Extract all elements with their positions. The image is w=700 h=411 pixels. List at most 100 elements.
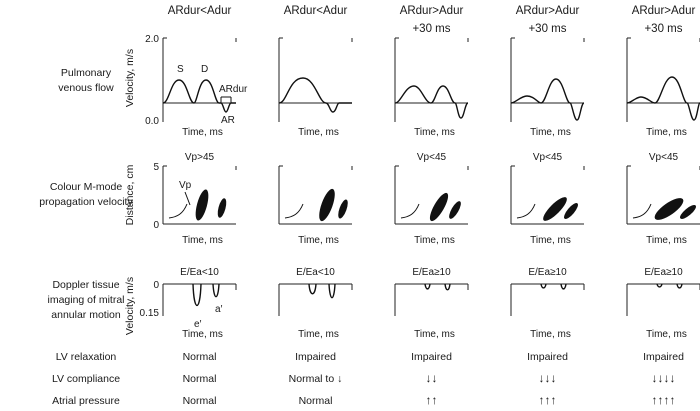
ar-wave-label: AR: [221, 115, 235, 126]
atrial-pressure-value: Normal: [183, 395, 217, 407]
mmode-early-wave: [429, 192, 449, 222]
mmode-xlabel: Time, ms: [298, 235, 339, 246]
s-wave-label: S: [177, 64, 184, 75]
ylabel-pulmonary: Velocity, m/s: [124, 49, 136, 107]
vp-threshold-label: Vp<45: [417, 152, 447, 163]
mmode-late-wave: [338, 199, 348, 219]
lv-relaxation-value: Impaired: [411, 351, 452, 363]
lv-compliance-value: Normal to ↓: [289, 373, 343, 385]
lv-compliance-value: ↓↓: [426, 371, 438, 385]
tick-dti-bottom: 0.15: [140, 308, 160, 319]
dti-e-prime-wave: [656, 283, 663, 288]
pulmonary-xlabel: Time, ms: [298, 127, 339, 138]
atrial-pressure-value: ↑↑↑↑: [652, 393, 676, 407]
annotations: S D ARdur AR Vp e′ a′: [177, 64, 248, 330]
diagram-columns: ARdur<Adur Time, ms Vp>45 Time, ms E/Ea<10 Ti…: [162, 5, 700, 407]
mmode-late-wave: [449, 201, 461, 219]
column-header-sub: +30 ms: [412, 23, 450, 35]
mmode-early-wave: [195, 189, 209, 221]
row-label-lv-compliance: LV compliance: [52, 373, 120, 385]
mmode-propagation-line: [516, 203, 536, 219]
row-labels: Pulmonary venous flow Colour M-mode prop…: [39, 67, 133, 407]
pulmonary-xlabel: Time, ms: [182, 127, 223, 138]
lv-compliance-value: Normal: [183, 373, 217, 385]
lv-relaxation-value: Normal: [183, 351, 217, 363]
vp-threshold-label: Vp<45: [649, 152, 679, 163]
pulmonary-flow-curve: [162, 79, 236, 113]
mmode-propagation-line: [284, 203, 304, 219]
pulmonary-xlabel: Time, ms: [530, 127, 571, 138]
row-label-mmode-line2: propagation velocity: [39, 196, 133, 208]
dti-xlabel: Time, ms: [646, 329, 687, 340]
row-label-dti-line2: imaging of mitral: [47, 294, 124, 306]
tick-mmode-top: 5: [153, 162, 159, 173]
e-ea-ratio-label: E/Ea≥10: [412, 267, 451, 278]
mmode-xlabel: Time, ms: [646, 235, 687, 246]
row-label-dti-line3: annular motion: [51, 309, 121, 321]
dti-e-prime-wave: [540, 283, 547, 289]
column-header: ARdur>Adur: [516, 5, 580, 17]
atrial-pressure-value: ↑↑↑: [539, 393, 557, 407]
y-axis-labels: Velocity, m/s Distance, cm Velocity, m/s…: [124, 34, 159, 335]
pulmonary-flow-curve: [278, 77, 352, 113]
vp-pointer: [184, 191, 191, 206]
atrial-pressure-value: Normal: [299, 395, 333, 407]
tick-pulmonary-bottom: 0.0: [145, 116, 159, 127]
d-wave-label: D: [201, 64, 208, 75]
lv-relaxation-value: Impaired: [295, 351, 336, 363]
mmode-propagation-line: [400, 203, 420, 219]
tick-dti-top: 0: [153, 280, 159, 291]
row-label-pulmonary-line1: Pulmonary: [61, 67, 112, 79]
mmode-propagation-line: [632, 203, 652, 219]
vp-threshold-label: Vp<45: [533, 152, 563, 163]
pulmonary-flow-curve: [394, 85, 469, 119]
ardur-label: ARdur: [219, 84, 248, 95]
dti-a-prime-wave: [212, 283, 220, 298]
dti-xlabel: Time, ms: [182, 329, 223, 340]
ylabel-dti: Velocity, m/s: [124, 277, 136, 335]
dti-xlabel: Time, ms: [530, 329, 571, 340]
e-prime-label: e′: [194, 319, 202, 330]
lv-compliance-value: ↓↓↓: [539, 371, 557, 385]
column-header-sub: +30 ms: [644, 23, 682, 35]
tick-pulmonary-top: 2.0: [145, 34, 159, 45]
mmode-early-wave: [319, 188, 335, 222]
lv-relaxation-value: Impaired: [643, 351, 684, 363]
vp-threshold-label: Vp>45: [185, 152, 215, 163]
lv-compliance-value: ↓↓↓↓: [652, 371, 676, 385]
column-header: ARdur>Adur: [632, 5, 696, 17]
atrial-pressure-value: ↑↑: [426, 393, 438, 407]
dti-e-prime-wave: [192, 283, 202, 307]
pulmonary-flow-curve: [626, 76, 700, 121]
mmode-xlabel: Time, ms: [414, 235, 455, 246]
pulmonary-xlabel: Time, ms: [414, 127, 455, 138]
e-ea-ratio-label: E/Ea<10: [180, 267, 219, 278]
dti-e-prime-wave: [424, 283, 431, 290]
e-ea-ratio-label: E/Ea<10: [296, 267, 335, 278]
dti-xlabel: Time, ms: [414, 329, 455, 340]
column-1: ARdur<Adur Time, ms Vp>45 Time, ms E/Ea<10 Ti…: [162, 5, 237, 407]
mmode-early-wave: [654, 198, 684, 220]
mmode-early-wave: [543, 197, 567, 221]
lv-relaxation-value: Impaired: [527, 351, 568, 363]
row-label-dti-line1: Doppler tissue: [52, 279, 119, 291]
row-label-pulmonary-line2: venous flow: [58, 82, 114, 94]
dti-e-prime-wave: [308, 283, 317, 295]
mmode-late-wave: [564, 203, 578, 219]
dti-a-prime-wave: [444, 283, 451, 291]
dti-xlabel: Time, ms: [298, 329, 339, 340]
column-header-sub: +30 ms: [528, 23, 566, 35]
column-header: ARdur>Adur: [400, 5, 464, 17]
vp-label: Vp: [179, 180, 192, 191]
mmode-late-wave: [680, 205, 696, 219]
e-ea-ratio-label: E/Ea≥10: [644, 267, 683, 278]
pulmonary-flow-curve: [510, 78, 585, 121]
column-5: ARdur>Adur +30 ms Time, ms Vp<45 Time, ms E/E…: [626, 5, 700, 407]
mmode-late-wave: [217, 198, 227, 218]
mmode-propagation-line: [168, 203, 188, 219]
dti-a-prime-wave: [328, 283, 336, 299]
a-prime-label: a′: [215, 304, 223, 315]
pulmonary-xlabel: Time, ms: [646, 127, 687, 138]
dti-a-prime-wave: [560, 283, 567, 290]
